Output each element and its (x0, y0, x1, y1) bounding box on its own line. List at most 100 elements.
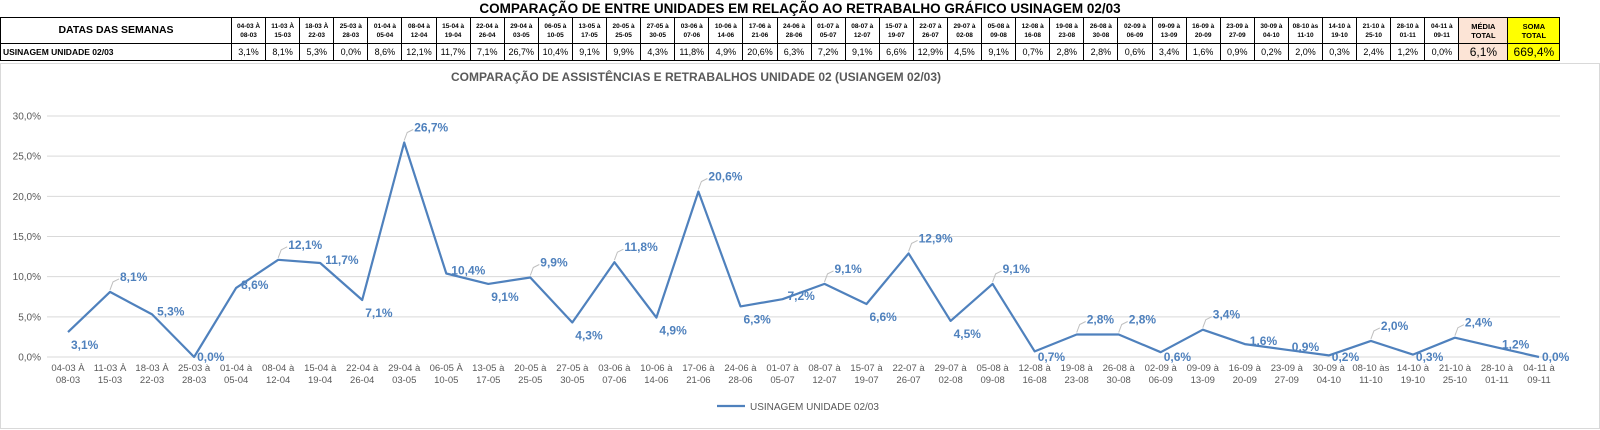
week-value-cell: 0,2% (1253, 43, 1289, 61)
week-header-line: 11-03 À (271, 22, 295, 30)
week-header-line: 28-10 à (1396, 22, 1419, 30)
week-header-cell: 24-06 à 28-06 (776, 17, 812, 44)
week-value-cell: 9,1% (981, 43, 1017, 61)
leader-line (1454, 324, 1465, 336)
week-header-cell: 22-07 à 26-07 (912, 17, 948, 44)
x-tick-label: 19-10 (1401, 375, 1425, 386)
week-header-line: 25-10 (1365, 31, 1382, 39)
week-header-cell: 14-10 à 19-10 (1321, 17, 1358, 44)
week-header-line: 01-07 à (817, 22, 840, 30)
table-row: USINAGEM UNIDADE 02/03 3,1% 8,1% 5,3% 0,0% 8… (0, 43, 1561, 61)
week-header-line: 08-04 à (407, 22, 431, 30)
week-value-cell: 4,9% (708, 43, 744, 61)
x-tick-label: 25-03 à (178, 363, 211, 374)
x-tick-label: 16-09 à (1229, 363, 1262, 374)
week-header-line: 11-10 (1297, 31, 1314, 39)
week-header-line: 01-04 à (373, 22, 396, 30)
media-total-value: 6,1% (1458, 43, 1509, 61)
week-header-line: 21-10 à (1362, 22, 1385, 30)
table-header-row: DATAS DAS SEMANAS 04-03 À 08-03 11-03 À 15-… (0, 17, 1561, 44)
week-header-line: 08-10 às (1292, 22, 1319, 30)
x-tick-label: 19-07 (854, 375, 878, 386)
x-tick-label: 13-09 (1191, 375, 1215, 386)
y-tick-label: 25,0% (13, 152, 41, 163)
data-label: 9,9% (540, 256, 568, 270)
week-value-cell: 4,3% (640, 43, 676, 61)
leader-line (992, 270, 1002, 283)
label-leader-lines (109, 129, 1465, 340)
week-header-line: 05-08 à (987, 22, 1010, 30)
week-value-cell: 2,8% (1083, 43, 1119, 61)
week-header-line: 03-05 (512, 31, 530, 39)
week-header-cell: 29-07 à 02-08 (946, 17, 983, 44)
data-label: 4,5% (954, 327, 982, 341)
x-tick-label: 02-09 à (1145, 363, 1178, 374)
week-header-line: 22-04 à (476, 22, 499, 30)
week-header-line: 29-07 à (953, 22, 976, 30)
week-header-cell: 09-09 à 13-09 (1151, 17, 1187, 44)
data-label: 9,1% (835, 262, 863, 276)
week-value-cell: 6,6% (878, 43, 914, 61)
x-tick-label: 25-05 (518, 375, 542, 386)
week-value-cell: 9,1% (844, 43, 880, 61)
week-header-cell: 15-04 à 19-04 (435, 17, 471, 44)
y-axis-ticks: 0,0% 5,0% 10,0% 15,0% 20,0% 25,0% 30,0% (13, 112, 41, 364)
week-value-cell: 7,1% (469, 43, 505, 61)
week-header-line: 04-10 (1263, 31, 1280, 39)
x-tick-label: 26-04 (350, 375, 374, 386)
week-value-cell: 6,3% (776, 43, 812, 61)
week-header-cell: 12-08 à 16-08 (1015, 17, 1051, 44)
x-tick-label: 30-08 (1107, 375, 1131, 386)
data-label: 2,8% (1129, 313, 1157, 327)
week-header-line: 25-03 à (339, 22, 362, 30)
leader-line (109, 278, 120, 291)
data-label: 0,9% (1292, 340, 1320, 354)
data-label: 4,9% (659, 324, 687, 338)
week-header-line: 19-07 (888, 31, 905, 39)
week-value-cell: 20,6% (742, 43, 778, 61)
soma-total-header: SOMA TOTAL (1507, 17, 1561, 44)
x-tick-label: 19-04 (308, 375, 332, 386)
week-value-cell: 2,0% (1287, 43, 1324, 61)
x-tick-label: 27-05 à (556, 363, 589, 374)
week-value-cell: 8,6% (367, 43, 403, 61)
y-tick-label: 20,0% (13, 192, 41, 203)
week-header-cell: 10-06 à 14-06 (708, 17, 744, 44)
x-tick-label: 26-07 (896, 375, 920, 386)
y-tick-label: 15,0% (13, 232, 41, 243)
row-label: USINAGEM UNIDADE 02/03 (0, 43, 232, 61)
data-label: 6,6% (870, 310, 898, 324)
week-header-cell: 22-04 à 26-04 (469, 17, 505, 44)
week-value-cell: 5,3% (299, 43, 335, 61)
x-tick-label: 28-10 à (1481, 363, 1514, 374)
x-tick-label: 05-04 (224, 375, 248, 386)
week-value-cell: 0,7% (1015, 43, 1051, 61)
y-tick-label: 0,0% (18, 353, 41, 364)
leader-line (697, 178, 708, 190)
week-header-line: 27-05 à (646, 22, 669, 30)
week-value-cell: 11,7% (435, 43, 471, 61)
data-label: 6,3% (744, 312, 772, 326)
soma-total-value: 669,4% (1507, 43, 1561, 61)
week-header-line: 30-05 (649, 31, 666, 39)
week-header-line: 22-03 (308, 31, 326, 39)
week-header-line: 09-11 (1433, 31, 1450, 39)
y-tick-label: 5,0% (18, 312, 41, 323)
week-header-cell: 03-06 à 07-06 (674, 17, 710, 44)
week-header-line: 17-05 (581, 31, 598, 39)
week-header-line: 17-06 à (748, 22, 771, 30)
week-header-line: 26-08 à (1089, 22, 1112, 30)
week-header-line: 22-07 à (919, 22, 942, 30)
x-tick-label: 23-08 (1065, 375, 1089, 386)
data-label: 20,6% (708, 170, 742, 184)
week-header-line: 29-04 à (510, 22, 533, 30)
x-tick-label: 28-03 (182, 375, 206, 386)
x-tick-label: 06-05 À (430, 363, 464, 374)
data-label: 8,6% (241, 278, 269, 292)
data-label: 0,0% (197, 350, 225, 364)
leader-line (1118, 321, 1128, 333)
week-value-cell: 0,0% (1424, 43, 1460, 61)
data-labels: 3,1% 8,1% 5,3% 0,0% 8,6% 12,1%11,7% 7,1% 26,7% 1… (71, 121, 1570, 365)
x-tick-label: 02-08 (938, 375, 962, 386)
data-label: 8,1% (120, 270, 148, 284)
